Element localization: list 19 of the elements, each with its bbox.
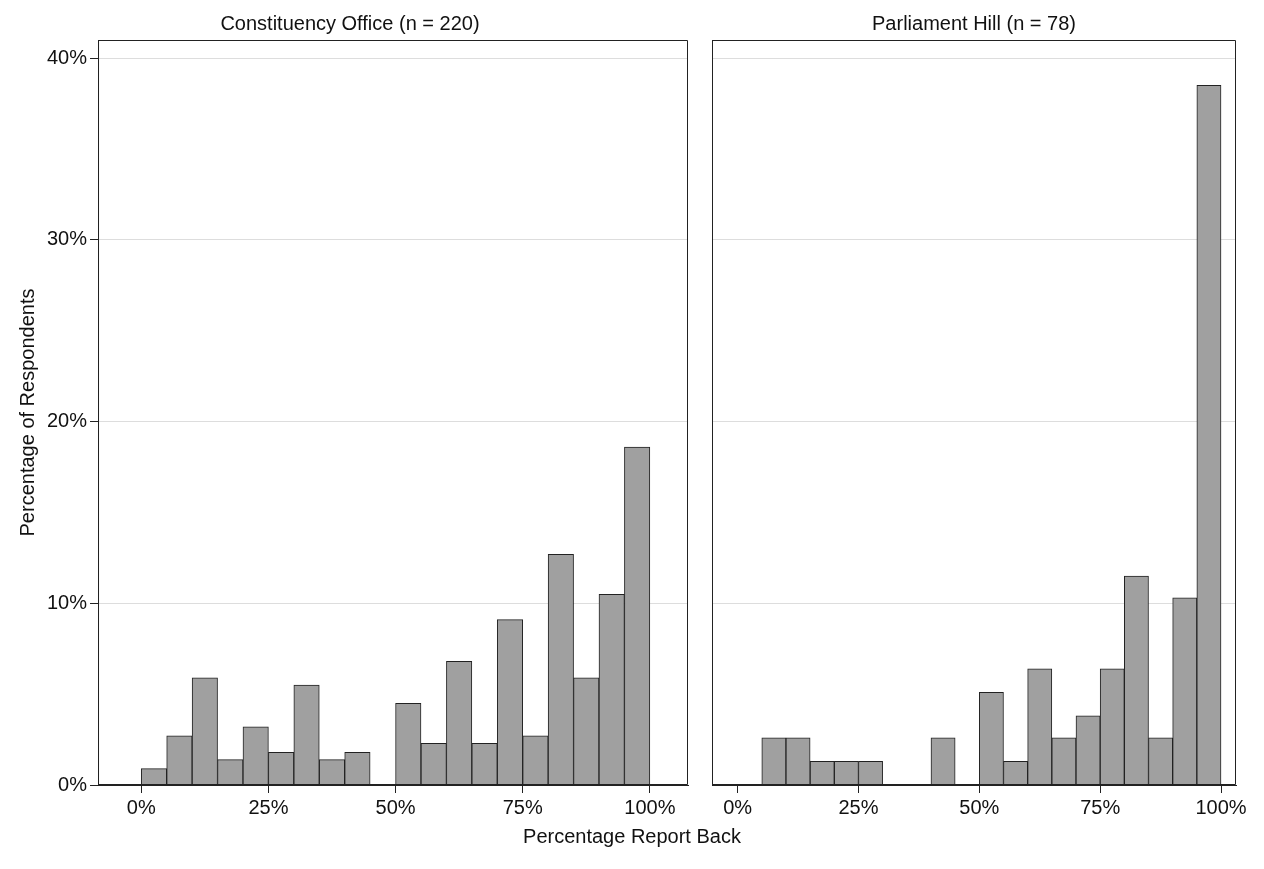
chart-title: Parliament Hill (n = 78) (872, 11, 1076, 34)
y-tick-label: 0% (58, 772, 88, 795)
chart-title: Constituency Office (n = 220) (220, 11, 480, 34)
x-tick-label: 0% (723, 795, 753, 818)
x-tick-label: 25% (838, 795, 879, 818)
x-tick-label: 50% (375, 795, 416, 818)
x-tick-label: 25% (248, 795, 289, 818)
y-tick-label: 40% (47, 45, 88, 68)
y-axis-title: Percentage of Respondents (15, 288, 38, 537)
x-tick-label: 0% (126, 795, 156, 818)
x-tick-label: 50% (959, 795, 1000, 818)
x-tick-label: 100% (624, 795, 676, 818)
x-tick-label: 100% (1195, 795, 1247, 818)
x-tick-label: 75% (1080, 795, 1121, 818)
x-axis-title: Percentage Report Back (522, 825, 742, 848)
x-tick-label: 75% (502, 795, 543, 818)
y-tick-label: 20% (47, 409, 88, 432)
y-tick-label: 10% (47, 590, 88, 613)
y-tick-label: 30% (47, 227, 88, 250)
